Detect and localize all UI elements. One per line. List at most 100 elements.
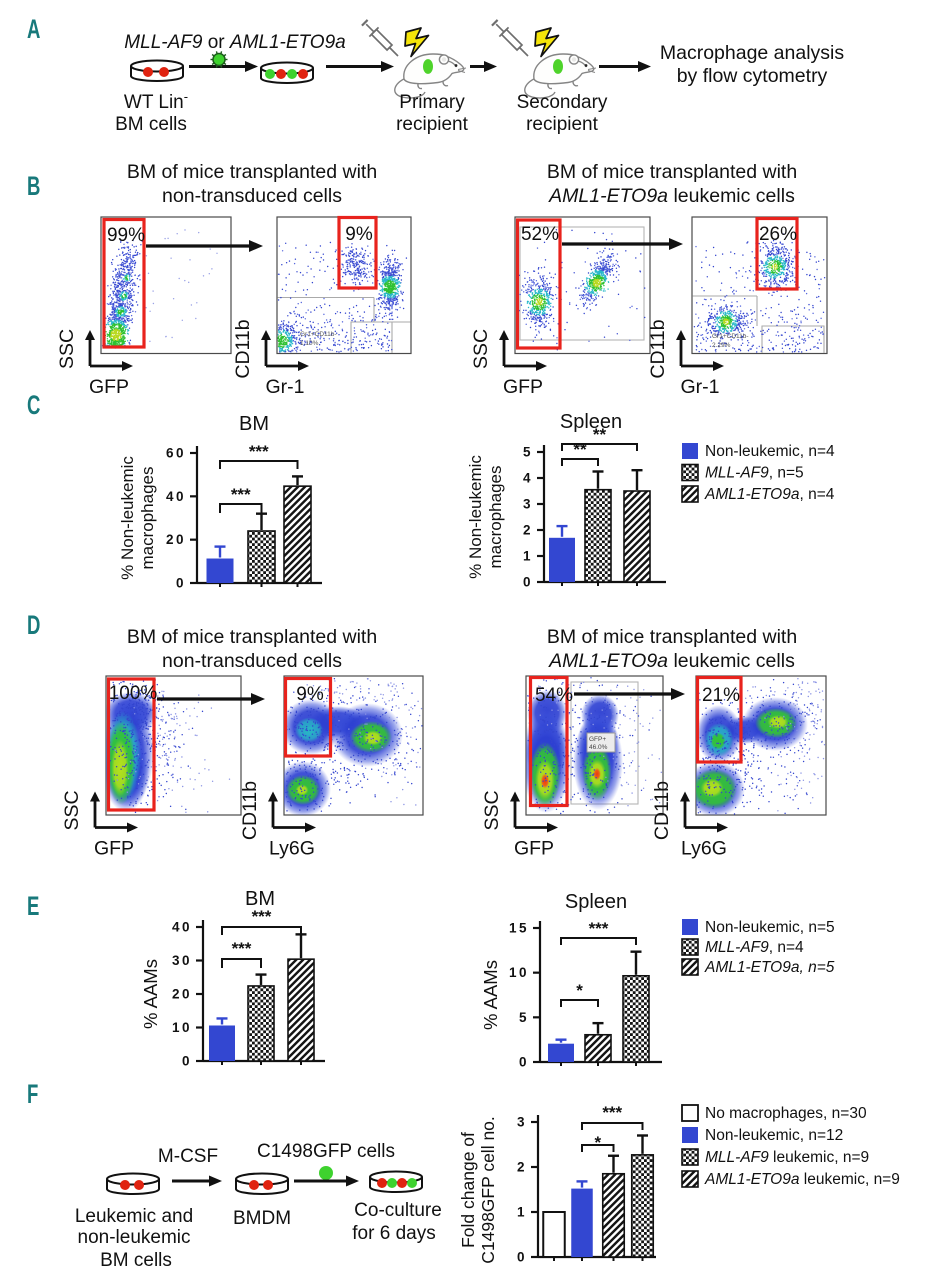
svg-text:GFP: GFP [503,376,543,398]
svg-text:MLL-AF9, n=5: MLL-AF9, n=5 [705,465,804,482]
svg-text:BM of mice transplanted with: BM of mice transplanted with [547,626,797,648]
svg-text:% AAMs: % AAMs [480,960,501,1030]
svg-text:AML1-ETO9a, n=5: AML1-ETO9a, n=5 [704,959,835,976]
svg-text:***: *** [252,907,272,926]
svg-text:1: 1 [523,549,533,564]
svg-text:BM of mice transplanted with: BM of mice transplanted with [127,626,377,648]
svg-text:***: *** [589,919,609,938]
svg-text:BM: BM [239,413,269,435]
svg-text:***: *** [231,485,251,504]
svg-text:1: 1 [517,1205,527,1220]
svg-text:recipient: recipient [526,114,599,135]
svg-text:Macrophage analysis: Macrophage analysis [660,42,845,64]
svg-text:2: 2 [523,523,533,538]
svg-text:recipient: recipient [396,114,469,135]
svg-text:15: 15 [509,921,529,936]
svg-text:BM of mice transplanted with: BM of mice transplanted with [547,161,797,183]
svg-text:BM: BM [245,888,275,910]
svg-text:10: 10 [509,965,529,980]
svg-text:M-CSF: M-CSF [158,1146,218,1167]
svg-text:Gr-1: Gr-1 [266,376,305,398]
svg-text:Co-culture: Co-culture [354,1200,442,1221]
svg-text:GFP: GFP [89,376,129,398]
svg-text:46.0%: 46.0% [589,744,608,751]
svg-text:GFP: GFP [514,838,554,860]
svg-text:Ly6G: Ly6G [269,838,315,860]
svg-text:No macrophages, n=30: No macrophages, n=30 [705,1105,867,1122]
svg-text:CD11b: CD11b [239,781,261,840]
svg-text:% AAMs: % AAMs [140,959,161,1029]
svg-text:**: ** [573,440,587,459]
svg-text:*: * [594,1133,601,1152]
svg-text:AML1-ETO9a, n=4: AML1-ETO9a, n=4 [704,486,835,503]
svg-text:BM of mice transplanted with: BM of mice transplanted with [127,161,377,183]
svg-text:MLL-AF9 or AML1-ETO9a: MLL-AF9 or AML1-ETO9a [124,32,345,53]
svg-text:Spleen: Spleen [560,411,622,433]
svg-text:F: F [27,1079,38,1109]
svg-text:0: 0 [519,1055,529,1070]
svg-text:Gr-1: Gr-1 [681,376,720,398]
svg-text:BM cells: BM cells [100,1250,172,1271]
svg-text:20: 20 [166,532,186,547]
svg-text:2: 2 [517,1160,527,1175]
svg-text:54%: 54% [535,685,573,706]
svg-text:*: * [576,981,583,1000]
svg-text:Fold change of: Fold change of [458,1132,478,1248]
svg-text:C: C [27,390,40,420]
svg-text:0: 0 [517,1250,527,1265]
svg-text:***: *** [249,442,269,461]
svg-text:3: 3 [523,497,533,512]
svg-text:C1498GFP cells: C1498GFP cells [257,1141,395,1162]
svg-text:1.10%: 1.10% [300,340,319,347]
svg-text:MLL-AF9 leukemic, n=9: MLL-AF9 leukemic, n=9 [705,1149,869,1166]
svg-text:AML1-ETO9a leukemic cells: AML1-ETO9a leukemic cells [548,650,795,672]
svg-text:WT Lin-: WT Lin- [124,89,188,114]
svg-text:CD11b: CD11b [651,781,673,840]
svg-text:A: A [27,14,40,44]
svg-text:macrophages: macrophages [138,466,157,569]
svg-text:Leukemic and: Leukemic and [75,1206,193,1227]
svg-text:MLL-AF9, n=4: MLL-AF9, n=4 [705,939,804,956]
svg-text:52%: 52% [521,224,559,245]
svg-text:0: 0 [176,576,186,591]
svg-text:26%: 26% [759,224,797,245]
svg-text:AML1-ETO9a leukemic, n=9: AML1-ETO9a leukemic, n=9 [704,1171,900,1188]
svg-text:SSC: SSC [481,790,503,830]
svg-text:Non-leukemic, n=4: Non-leukemic, n=4 [705,443,835,460]
svg-text:C1498GFP cell no.: C1498GFP cell no. [478,1116,498,1264]
svg-text:100%: 100% [109,683,158,704]
svg-text:20: 20 [172,987,192,1002]
svg-text:Non-leukemic, n=12: Non-leukemic, n=12 [705,1127,843,1144]
svg-text:0: 0 [523,575,533,590]
svg-text:SSC: SSC [61,790,83,830]
svg-text:10: 10 [172,1020,192,1035]
svg-text:30: 30 [172,953,192,968]
svg-text:non-transduced cells: non-transduced cells [162,650,342,672]
svg-text:D: D [27,610,40,640]
svg-text:% Non-leukemic: % Non-leukemic [466,455,485,579]
svg-text:non-leukemic: non-leukemic [78,1227,191,1248]
svg-text:CD11b: CD11b [232,319,254,378]
svg-text:60: 60 [166,446,186,461]
svg-text:21%: 21% [702,685,740,706]
svg-text:5: 5 [519,1010,529,1025]
svg-text:4: 4 [523,471,533,486]
svg-text:GFP+: GFP+ [589,736,606,743]
svg-text:Non-leukemic, n=5: Non-leukemic, n=5 [705,919,835,936]
svg-text:% Non-leukemic: % Non-leukemic [118,456,137,580]
svg-text:Secondary: Secondary [517,92,608,113]
svg-text:40: 40 [172,920,192,935]
svg-text:Spleen: Spleen [565,891,627,913]
svg-text:for 6 days: for 6 days [352,1223,435,1244]
svg-text:AML1-ETO9a leukemic cells: AML1-ETO9a leukemic cells [548,185,795,207]
svg-text:9%: 9% [345,224,373,245]
svg-text:2.29%: 2.29% [712,342,731,349]
svg-text:Gr1+CD11b-: Gr1+CD11b- [300,331,337,338]
svg-text:Primary: Primary [399,92,465,113]
svg-text:GFP: GFP [94,838,134,860]
svg-text:***: *** [232,939,252,958]
svg-text:E: E [27,891,39,921]
svg-text:SSC: SSC [56,329,78,369]
svg-text:BM cells: BM cells [115,114,187,135]
svg-text:non-transduced cells: non-transduced cells [162,185,342,207]
